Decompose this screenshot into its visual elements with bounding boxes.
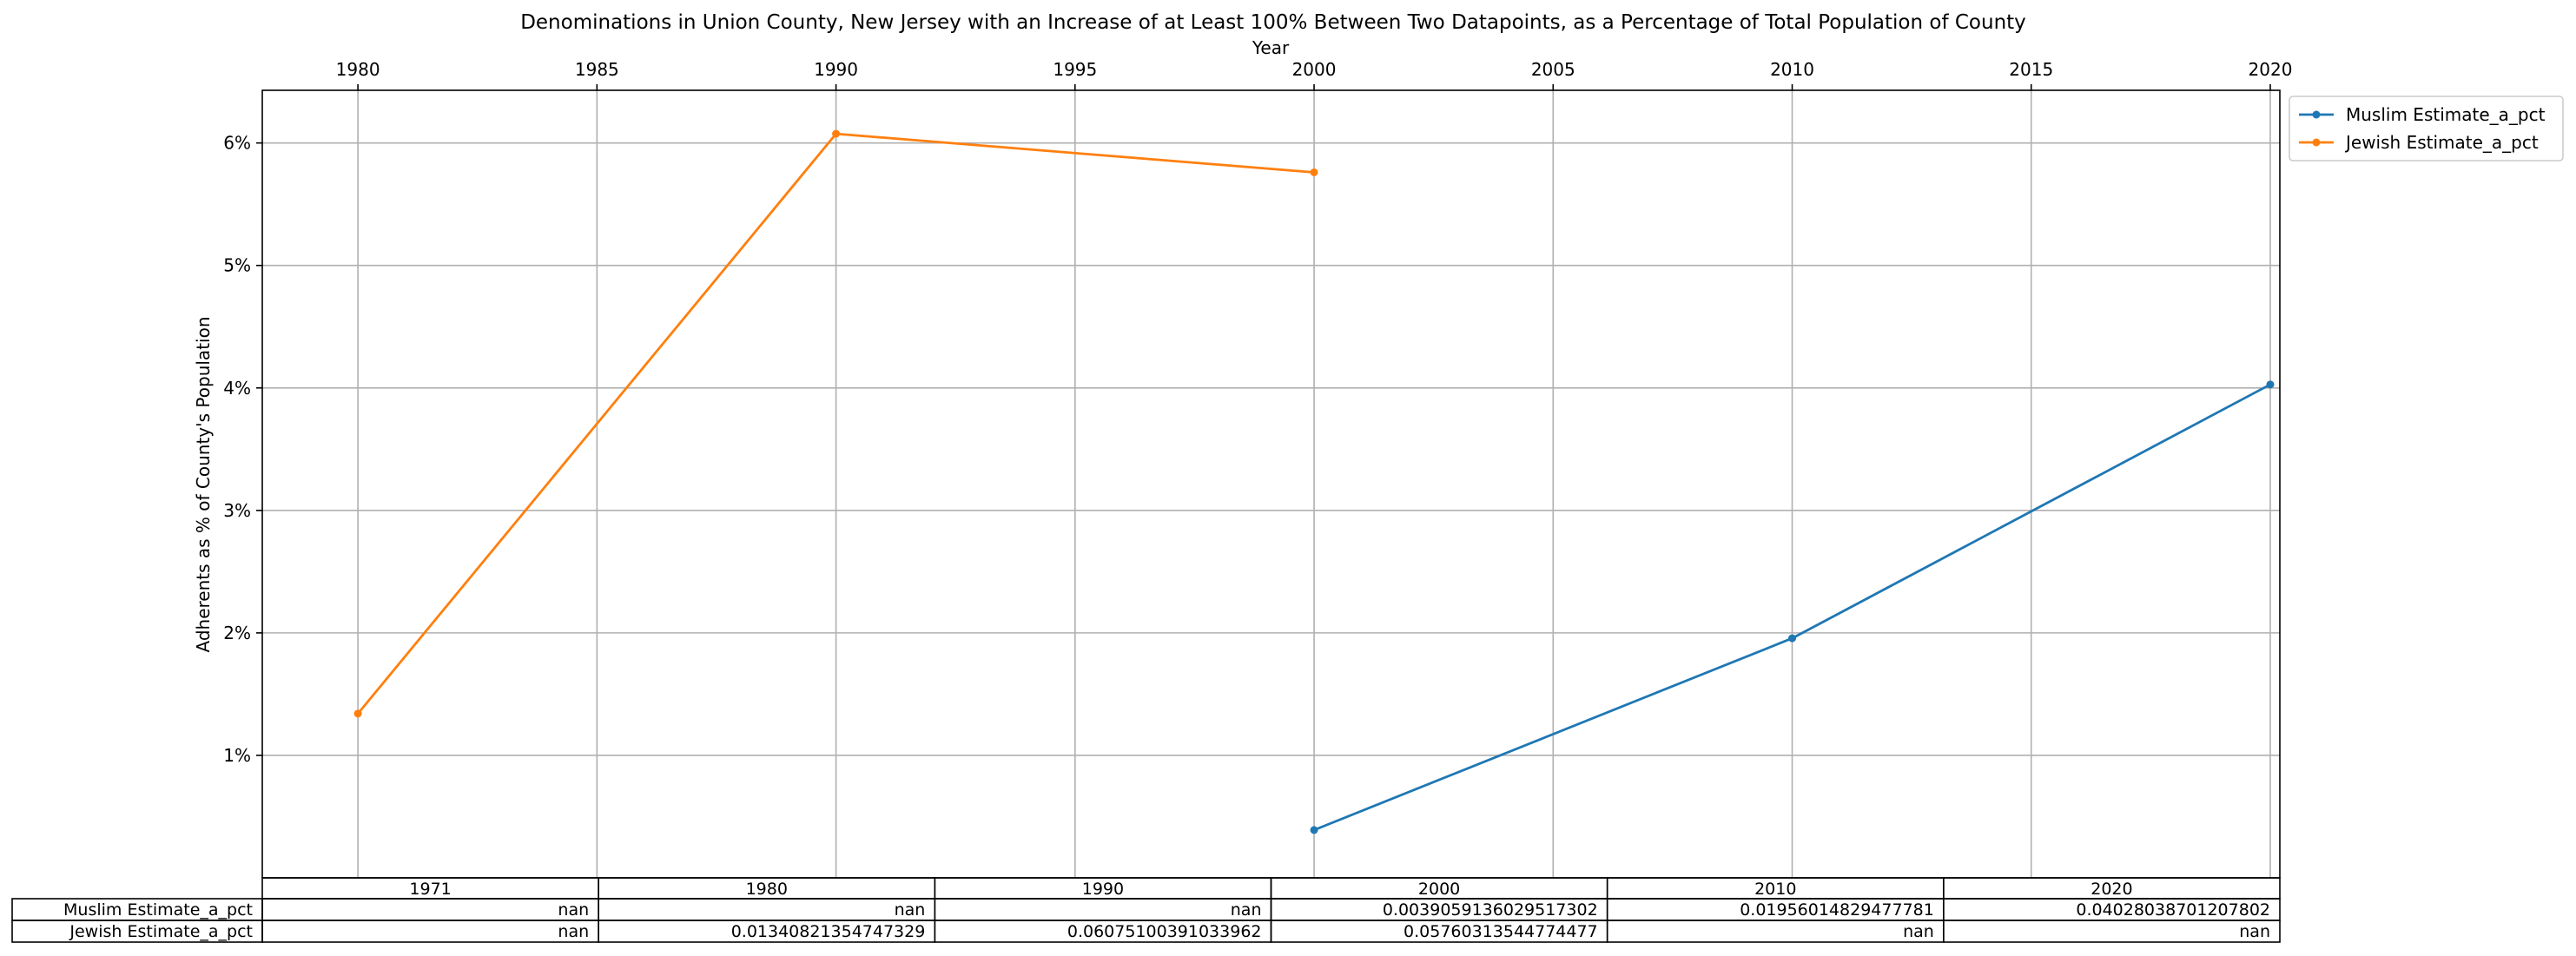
x-tick-label: 1995 <box>1053 59 1097 80</box>
x-tick-label: 1985 <box>575 59 619 80</box>
data-point <box>353 709 362 718</box>
y-tick-label: 1% <box>223 745 251 766</box>
table-cell <box>261 920 599 943</box>
x-tick-label: 2010 <box>1770 59 1814 80</box>
y-tick-label: 3% <box>223 500 251 521</box>
table-row-label: Jewish Estimate_a_pct <box>69 922 253 941</box>
table-cell <box>598 898 936 921</box>
table-cell-value: nan <box>558 922 589 941</box>
x-tick-label: 1980 <box>336 59 380 80</box>
table-row-label: Muslim Estimate_a_pct <box>63 900 253 920</box>
table-cell <box>934 898 1272 921</box>
data-point <box>2266 380 2275 389</box>
x-tick-label: 2005 <box>1531 59 1575 80</box>
y-axis-label: Adherents as % of County's Population <box>193 316 214 652</box>
y-tick-label: 2% <box>223 623 251 643</box>
table-cell-value: 0.05760313544774477 <box>1404 922 1598 941</box>
table-column-header: 2010 <box>1754 880 1796 899</box>
table-cell-value: 0.0039059136029517302 <box>1383 900 1598 920</box>
legend-swatch-marker <box>2312 138 2321 147</box>
data-point <box>1310 168 1318 176</box>
table-cell-value: nan <box>1231 900 1262 920</box>
x-tick-label: 2015 <box>2009 59 2053 80</box>
table-cell-value: 0.06075100391033962 <box>1067 922 1262 941</box>
table-cell-value: 0.01956014829477781 <box>1740 900 1934 920</box>
legend-swatch-marker <box>2312 110 2321 119</box>
data-point <box>832 129 841 138</box>
x-tick-label: 2000 <box>1292 59 1337 80</box>
table-cell-value: nan <box>2239 922 2270 941</box>
x-tick-label: 1990 <box>814 59 858 80</box>
data-table: 1971 1980 1990 2000 2010 2020 Muslim Estimate_… <box>11 877 2281 943</box>
table-cell-value: nan <box>558 900 589 920</box>
chart-title: Denominations in Union County, New Jerse… <box>520 11 2026 34</box>
table-cell <box>261 898 599 921</box>
grid <box>262 90 2280 878</box>
table-cell-value: 0.04028038701207802 <box>2076 900 2270 920</box>
y-axis-ticks: 1% 2% 3% 4% 5% 6% <box>223 133 262 766</box>
plot-frame <box>261 89 2281 879</box>
x-tick-label: 2020 <box>2249 59 2293 80</box>
data-point <box>1310 826 1318 834</box>
y-tick-label: 6% <box>223 133 251 154</box>
table-cell-value: 0.01340821354747329 <box>731 922 926 941</box>
legend-label: Muslim Estimate_a_pct <box>2346 104 2546 125</box>
table-cell <box>1606 920 1945 943</box>
table-column-header: 2020 <box>2091 880 2132 899</box>
table-column-header: 2000 <box>1418 880 1460 899</box>
data-point <box>1788 634 1797 643</box>
table-cell-value: nan <box>1903 922 1934 941</box>
table-column-header: 1980 <box>746 880 788 899</box>
legend-label: Jewish Estimate_a_pct <box>2344 132 2539 153</box>
table-column-header: 1971 <box>409 880 451 899</box>
legend-box <box>2289 96 2564 162</box>
y-tick-label: 4% <box>223 378 251 399</box>
x-axis-label: Year <box>1252 37 1290 58</box>
x-axis-ticks: 1980 1985 1990 1995 2000 2005 2010 2015 2020 <box>336 59 2293 90</box>
table-cell-value: nan <box>895 900 926 920</box>
table-cell <box>1943 920 2281 943</box>
table-column-header: 1990 <box>1082 880 1124 899</box>
series-layer <box>353 129 2275 834</box>
legend: Muslim Estimate_a_pct Jewish Estimate_a_p… <box>2289 96 2564 162</box>
y-tick-label: 5% <box>223 255 251 276</box>
